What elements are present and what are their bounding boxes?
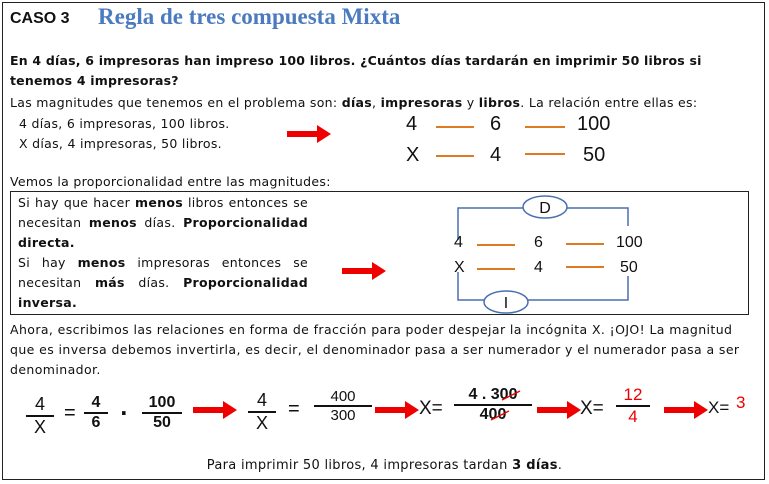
arrow-icon	[193, 401, 237, 419]
arrow-icon	[375, 401, 419, 419]
fraction: 400 300	[314, 388, 372, 424]
inverse-badge	[483, 290, 529, 314]
strike-icon	[490, 410, 509, 421]
x-equals: X=	[580, 398, 604, 419]
proportionality-heading: Vemos la proporcionalidad entre las magn…	[10, 174, 331, 189]
relation-cell: 100	[577, 113, 611, 135]
fraction: 12 4	[616, 385, 650, 427]
direct-rule: Si hay que hacer menos libros entonces s…	[18, 195, 308, 250]
diagram-cell: X	[454, 259, 465, 276]
arrow-icon	[664, 401, 708, 419]
result-label: X=	[708, 398, 730, 417]
explanation-text: Ahora, escribimos las relaciones en form…	[10, 322, 740, 377]
arrow-icon	[342, 262, 386, 280]
inverse-label: I	[504, 295, 508, 312]
multiply-dot: ·	[120, 401, 128, 425]
diagram-cell: 4	[534, 259, 543, 276]
problem-statement: En 4 días, 6 impresoras han impreso 100 …	[10, 53, 702, 88]
equals-sign: =	[288, 398, 300, 420]
fraction: 4 . 300 400	[454, 386, 532, 424]
direct-connector	[457, 207, 629, 240]
relation-cell: 6	[490, 113, 502, 135]
strike-icon	[501, 390, 520, 401]
page-title: Regla de tres compuesta Mixta	[98, 4, 401, 29]
dash-line	[525, 153, 565, 155]
proportionality-text: Si hay que hacer menos libros entonces s…	[18, 193, 308, 313]
inverse-connector	[457, 272, 629, 301]
diagram-cell: 50	[620, 259, 638, 276]
x-equals: X=	[419, 398, 443, 419]
fraction: 100 50	[142, 394, 182, 432]
conclusion: Para imprimir 50 libros, 4 impresoras ta…	[206, 458, 563, 473]
equals-sign: =	[64, 402, 76, 424]
data-line-2: X días, 4 impresoras, 50 libros.	[19, 136, 222, 151]
dash-line	[477, 244, 515, 246]
case-label: CASO 3	[10, 10, 70, 27]
magnitudes-intro: Las magnitudes que tenemos en el problem…	[10, 95, 698, 110]
relation-cell: X	[406, 144, 420, 166]
arrow-icon	[537, 401, 581, 419]
relation-cell: 4	[406, 113, 418, 135]
dash-line	[477, 268, 515, 270]
dash-line	[436, 155, 474, 157]
arrow-icon	[287, 125, 331, 143]
data-line-1: 4 días, 6 impresoras, 100 libros.	[19, 116, 230, 131]
relation-cell: 4	[490, 144, 502, 166]
dash-line	[525, 126, 565, 128]
diagram-cell: 4	[454, 234, 463, 251]
relation-cell: 50	[583, 144, 606, 166]
direct-label: D	[539, 200, 551, 217]
dash-line	[566, 266, 604, 268]
diagram-cell: 100	[616, 234, 643, 251]
inverse-rule: Si hay menos impresoras entonces se nece…	[18, 255, 309, 310]
dash-line	[436, 126, 474, 128]
proportionality-diagram: D I	[457, 195, 629, 314]
page-frame	[2, 2, 765, 480]
dash-line	[566, 243, 604, 245]
diagram-cell: 6	[534, 234, 543, 251]
result-value: 3	[736, 393, 746, 412]
direct-badge	[522, 195, 568, 219]
proportionality-box	[10, 191, 749, 315]
